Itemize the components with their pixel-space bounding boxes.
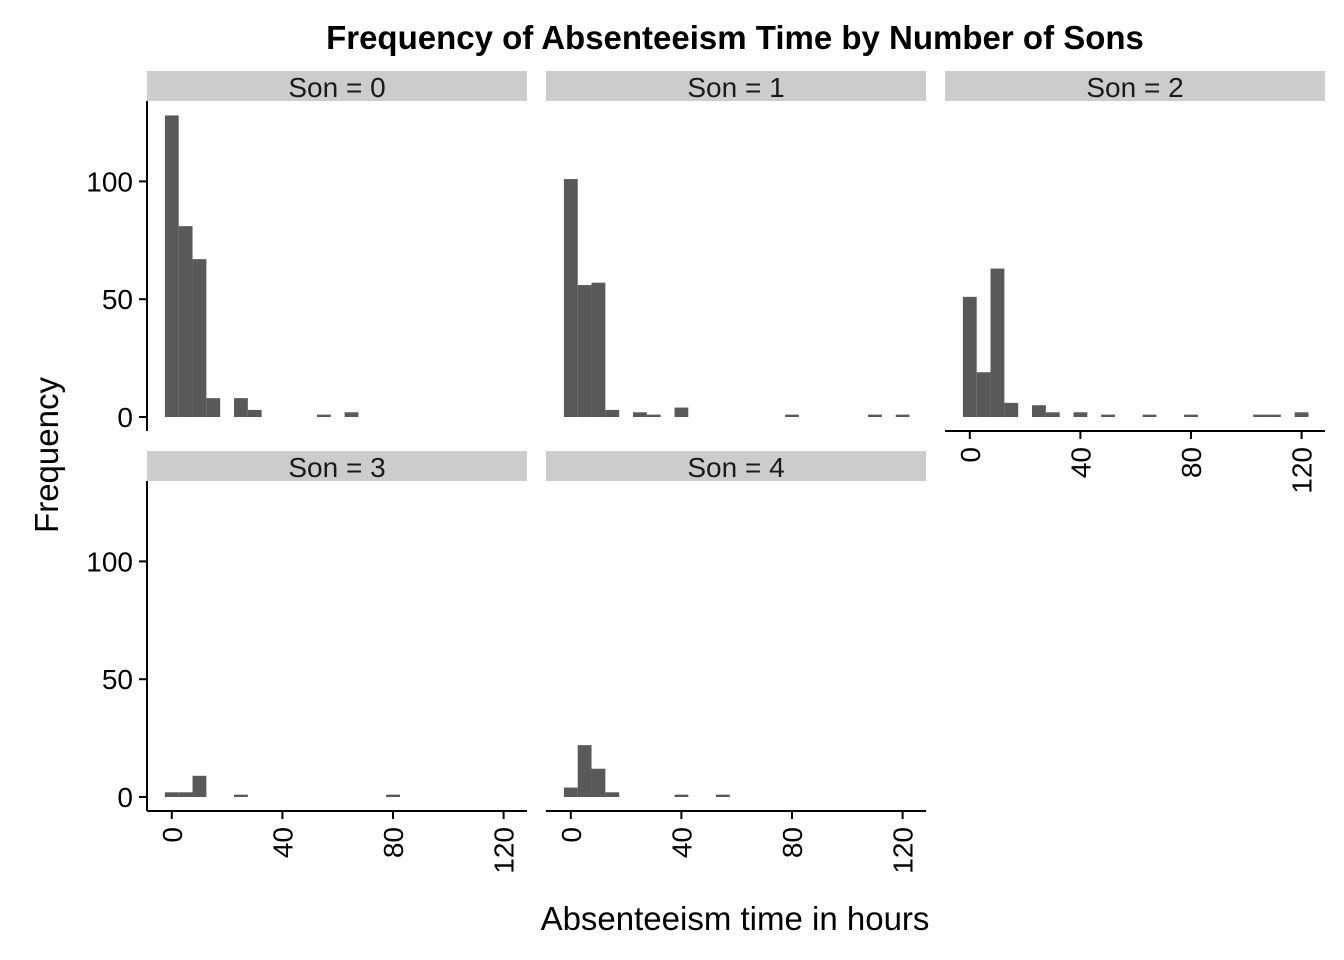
histogram-bar: [316, 414, 331, 417]
histogram-bar: [1184, 414, 1198, 417]
histogram-bar: [785, 414, 799, 417]
x-tick-label: 120: [888, 827, 919, 874]
histogram-bar: [178, 792, 193, 797]
facet-strip-label: Son = 3: [288, 452, 385, 483]
histogram-bar: [178, 226, 193, 417]
histogram-bar: [206, 398, 221, 417]
histogram-bar: [1101, 414, 1115, 417]
histogram-bar: [192, 259, 207, 417]
facet-strip: [546, 71, 926, 101]
histogram-bar: [633, 412, 647, 417]
x-tick-label: 80: [378, 827, 409, 858]
histogram-bar: [715, 794, 730, 797]
facet-strip-label: Son = 2: [1086, 72, 1183, 103]
facet-strip-label: Son = 0: [288, 72, 385, 103]
facet-strip: [147, 451, 527, 481]
histogram-bar: [591, 768, 606, 797]
x-tick-label: 0: [157, 827, 188, 843]
x-tick-label: 120: [489, 827, 520, 874]
x-axis-title: Absenteeism time in hours: [541, 900, 930, 937]
chart-title: Frequency of Absenteeism Time by Number …: [326, 19, 1144, 56]
facet-strip: [945, 71, 1325, 101]
histogram-bar: [563, 179, 578, 417]
histogram-bar: [976, 372, 991, 417]
y-tick-label: 50: [102, 664, 133, 695]
x-tick-label: 0: [556, 827, 587, 843]
histogram-bar: [563, 787, 578, 797]
facet-panel: Son = 4 0 40 80 120: [546, 451, 926, 874]
histogram-bar: [895, 414, 910, 417]
facet-strip: [147, 71, 527, 101]
histogram-bar: [234, 794, 248, 797]
histogram-bar: [577, 745, 592, 797]
histogram-bar: [674, 794, 689, 797]
histogram-bar: [1073, 412, 1088, 417]
histogram-bar: [344, 412, 359, 417]
facet-panel: Son = 0 0 50 100: [86, 71, 527, 433]
histogram-bar: [234, 398, 248, 417]
histogram-bar: [1004, 402, 1019, 417]
histogram-bar: [386, 794, 400, 797]
x-tick-label: 80: [1176, 447, 1207, 478]
facet-strip-label: Son = 1: [687, 72, 784, 103]
histogram-bar: [1267, 414, 1281, 417]
histogram-bar: [962, 296, 977, 417]
facet-panel: Son = 2 0 40 80 120: [945, 71, 1325, 494]
histogram-bar: [1253, 414, 1268, 417]
x-tick-label: 120: [1287, 447, 1318, 494]
y-tick-label: 0: [117, 782, 133, 813]
x-tick-label: 40: [666, 827, 697, 858]
x-tick-label: 0: [955, 447, 986, 463]
histogram-bar: [591, 282, 606, 417]
histogram-bar: [164, 115, 179, 417]
histogram-bar: [1294, 412, 1309, 417]
histogram-bar: [1142, 414, 1157, 417]
y-axis-title: Frequency: [28, 377, 65, 533]
histogram-bar: [1032, 405, 1046, 417]
histogram-bar: [868, 414, 882, 417]
x-tick-label: 40: [1065, 447, 1096, 478]
histogram-bar: [646, 414, 661, 417]
facet-panel: Son = 3 0 50 100 0 40 80 120: [86, 451, 527, 874]
histogram-bar: [247, 409, 262, 417]
y-tick-label: 100: [86, 166, 133, 197]
y-tick-label: 0: [117, 402, 133, 433]
histogram-bar: [674, 407, 689, 417]
y-tick-label: 100: [86, 546, 133, 577]
histogram-bar: [577, 285, 592, 417]
histogram-bar: [1045, 412, 1060, 417]
facet-strip-label: Son = 4: [687, 452, 784, 483]
y-tick-label: 50: [102, 284, 133, 315]
histogram-bar: [605, 792, 620, 797]
facet-strip: [546, 451, 926, 481]
x-tick-label: 80: [777, 827, 808, 858]
histogram-bar: [605, 409, 620, 417]
histogram-bar: [192, 775, 207, 797]
histogram-bar: [990, 268, 1005, 417]
x-tick-label: 40: [267, 827, 298, 858]
facet-panel: Son = 1: [546, 71, 926, 417]
histogram-bar: [164, 792, 179, 797]
